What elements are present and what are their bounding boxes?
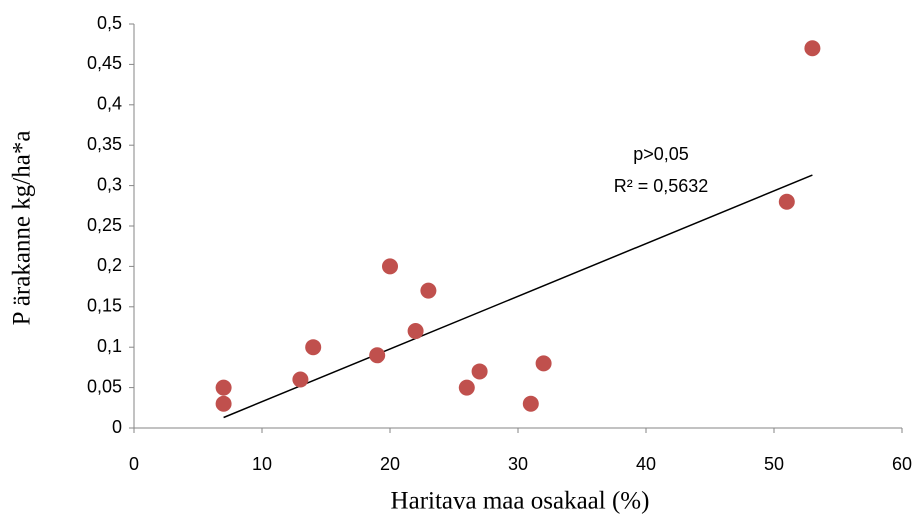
point xyxy=(292,371,309,388)
point xyxy=(369,347,386,364)
y-tick-label: 0,2 xyxy=(97,255,122,275)
y-tick-label: 0,45 xyxy=(87,53,122,73)
point xyxy=(420,282,437,299)
y-tick-label: 0,3 xyxy=(97,174,122,194)
annotation: R² = 0,5632 xyxy=(614,176,709,196)
point xyxy=(522,395,539,412)
x-tick-label: 0 xyxy=(129,454,139,474)
annotation: p>0,05 xyxy=(633,144,689,164)
point xyxy=(382,258,398,275)
y-tick-label: 0,25 xyxy=(87,215,122,235)
point xyxy=(305,339,322,356)
point xyxy=(804,40,821,57)
x-tick-label: 10 xyxy=(252,454,272,474)
point xyxy=(458,379,475,396)
y-tick-label: 0,05 xyxy=(87,376,122,396)
x-tick-label: 30 xyxy=(508,454,528,474)
y-tick-label: 0,1 xyxy=(97,336,122,356)
y-axis-title: P ärakanne kg/ha*a xyxy=(9,131,36,326)
y-tick-label: 0,4 xyxy=(97,94,122,114)
y-tick-label: 0,15 xyxy=(87,296,122,316)
x-tick-label: 60 xyxy=(892,454,912,474)
point xyxy=(535,355,552,372)
x-axis-title: Haritava maa osakaal (%) xyxy=(391,488,650,515)
y-tick-label: 0,5 xyxy=(97,13,122,33)
point xyxy=(215,395,232,412)
point xyxy=(407,323,424,340)
x-tick-label: 40 xyxy=(636,454,656,474)
y-tick-label: 0,35 xyxy=(87,134,122,154)
point xyxy=(215,379,232,396)
trendline xyxy=(223,174,813,419)
y-tick-label: 0 xyxy=(112,417,122,437)
point xyxy=(778,193,795,210)
x-tick-label: 50 xyxy=(764,454,784,474)
point xyxy=(471,363,488,380)
x-tick-label: 20 xyxy=(380,454,400,474)
